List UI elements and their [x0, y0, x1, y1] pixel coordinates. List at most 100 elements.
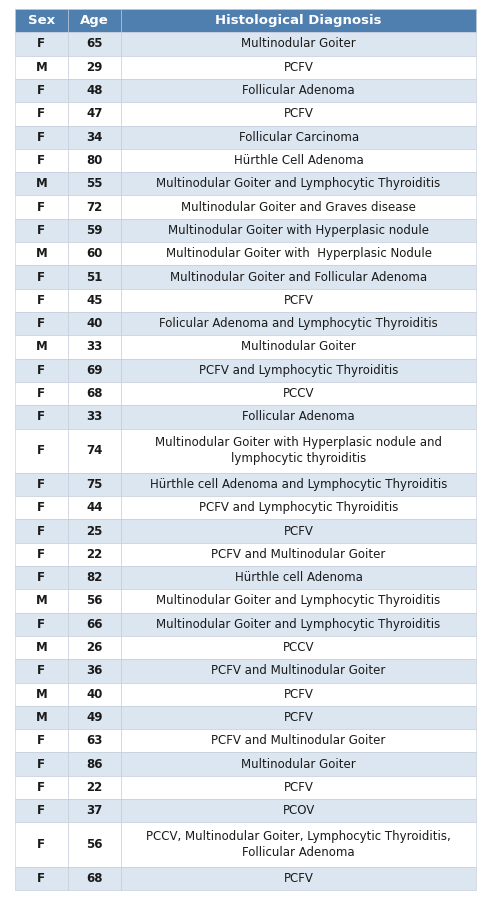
Bar	[15, 102, 68, 126]
Text: Follicular Adenoma: Follicular Adenoma	[242, 85, 355, 97]
Bar	[68, 102, 121, 126]
Bar	[121, 102, 476, 126]
Bar	[15, 149, 68, 172]
Text: PCFV: PCFV	[284, 525, 314, 538]
Text: PCCV: PCCV	[283, 641, 314, 654]
Bar	[68, 242, 121, 265]
Bar	[121, 79, 476, 102]
Bar	[121, 612, 476, 636]
Bar	[68, 289, 121, 312]
Text: Hürthle cell Adenoma and Lymphocytic Thyroiditis: Hürthle cell Adenoma and Lymphocytic Thy…	[150, 478, 447, 491]
Text: PCFV and Multinodular Goiter: PCFV and Multinodular Goiter	[212, 547, 386, 561]
Text: 22: 22	[86, 781, 103, 794]
Bar	[121, 799, 476, 823]
Bar	[68, 265, 121, 289]
Text: 44: 44	[86, 502, 103, 514]
Text: 47: 47	[86, 107, 103, 120]
Bar	[121, 149, 476, 172]
Bar	[68, 429, 121, 473]
Bar	[15, 32, 68, 56]
Bar	[15, 636, 68, 659]
Bar	[15, 382, 68, 405]
Bar	[68, 149, 121, 172]
Bar	[68, 172, 121, 195]
Text: 59: 59	[86, 224, 103, 237]
Text: F: F	[37, 444, 45, 458]
Bar	[15, 612, 68, 636]
Bar	[68, 9, 121, 32]
Bar	[121, 636, 476, 659]
Text: Multinodular Goiter: Multinodular Goiter	[241, 38, 356, 50]
Text: 56: 56	[86, 594, 103, 608]
Bar	[121, 706, 476, 729]
Bar	[68, 359, 121, 382]
Bar	[15, 590, 68, 612]
Bar	[121, 265, 476, 289]
Text: F: F	[37, 547, 45, 561]
Text: Multinodular Goiter and Graves disease: Multinodular Goiter and Graves disease	[181, 200, 416, 214]
Text: 68: 68	[86, 387, 103, 400]
Bar	[15, 799, 68, 823]
Text: 68: 68	[86, 872, 103, 885]
Bar	[121, 335, 476, 359]
Bar	[121, 32, 476, 56]
Text: 55: 55	[86, 177, 103, 191]
Bar	[68, 218, 121, 242]
Text: PCCV, Multinodular Goiter, Lymphocytic Thyroiditis,
Follicular Adenoma: PCCV, Multinodular Goiter, Lymphocytic T…	[146, 830, 451, 859]
Bar	[68, 195, 121, 218]
Text: Histological Diagnosis: Histological Diagnosis	[216, 14, 382, 27]
Text: Multinodular Goiter and Follicular Adenoma: Multinodular Goiter and Follicular Adeno…	[170, 271, 427, 283]
Text: F: F	[37, 618, 45, 631]
Text: F: F	[37, 364, 45, 377]
Text: F: F	[37, 525, 45, 538]
Text: 48: 48	[86, 85, 103, 97]
Text: F: F	[37, 805, 45, 817]
Bar	[121, 496, 476, 520]
Text: 63: 63	[86, 734, 103, 747]
Text: Folicular Adenoma and Lymphocytic Thyroiditis: Folicular Adenoma and Lymphocytic Thyroi…	[159, 317, 438, 330]
Text: PCFV and Lymphocytic Thyroiditis: PCFV and Lymphocytic Thyroiditis	[199, 364, 398, 377]
Text: F: F	[37, 294, 45, 307]
Bar	[15, 359, 68, 382]
Bar	[15, 543, 68, 566]
Text: PCFV: PCFV	[284, 711, 314, 724]
Bar	[121, 242, 476, 265]
Bar	[15, 823, 68, 867]
Bar	[15, 218, 68, 242]
Text: F: F	[37, 271, 45, 283]
Text: 82: 82	[86, 571, 103, 584]
Bar	[68, 659, 121, 682]
Text: 51: 51	[86, 271, 103, 283]
Bar	[121, 289, 476, 312]
Text: M: M	[35, 641, 47, 654]
Text: PCFV and Lymphocytic Thyroiditis: PCFV and Lymphocytic Thyroiditis	[199, 502, 398, 514]
Text: 72: 72	[86, 200, 103, 214]
Bar	[121, 218, 476, 242]
Text: 40: 40	[86, 688, 103, 700]
Bar	[68, 706, 121, 729]
Text: PCFV: PCFV	[284, 688, 314, 700]
Bar	[68, 752, 121, 776]
Text: F: F	[37, 478, 45, 491]
Bar	[121, 659, 476, 682]
Bar	[15, 752, 68, 776]
Text: 49: 49	[86, 711, 103, 724]
Bar	[121, 520, 476, 543]
Text: 33: 33	[86, 410, 103, 423]
Bar	[68, 636, 121, 659]
Bar	[68, 799, 121, 823]
Text: F: F	[37, 781, 45, 794]
Bar	[68, 312, 121, 335]
Text: M: M	[35, 688, 47, 700]
Text: PCFV: PCFV	[284, 107, 314, 120]
Text: 37: 37	[86, 805, 103, 817]
Text: Follicular Carcinoma: Follicular Carcinoma	[239, 130, 358, 144]
Bar	[68, 682, 121, 706]
Text: Multinodular Goiter and Lymphocytic Thyroiditis: Multinodular Goiter and Lymphocytic Thyr…	[157, 177, 441, 191]
Bar	[15, 520, 68, 543]
Bar	[15, 405, 68, 429]
Text: PCFV and Multinodular Goiter: PCFV and Multinodular Goiter	[212, 664, 386, 678]
Text: Hürthle cell Adenoma: Hürthle cell Adenoma	[235, 571, 362, 584]
Text: Multinodular Goiter: Multinodular Goiter	[241, 341, 356, 353]
Bar	[121, 382, 476, 405]
